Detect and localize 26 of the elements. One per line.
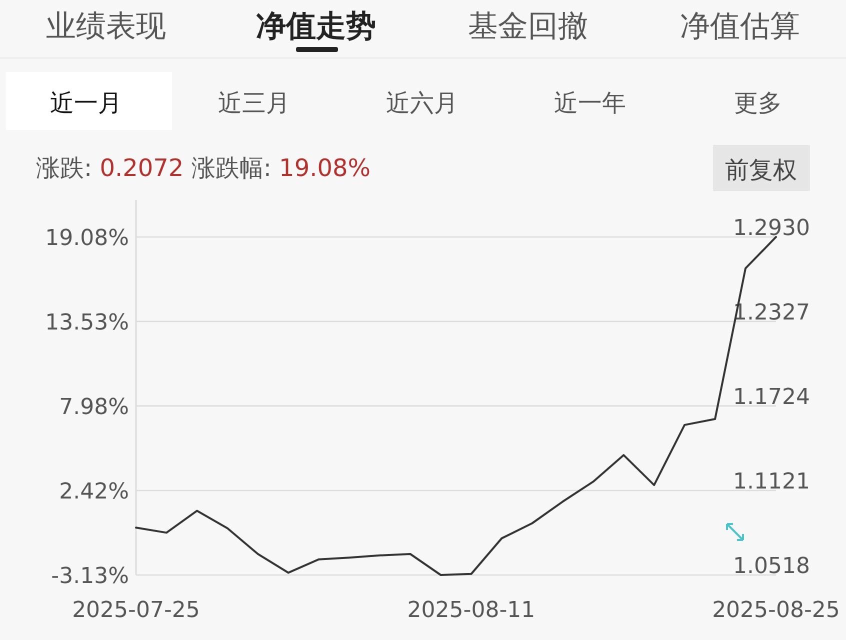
y-tick-label: 19.08% [45, 226, 129, 251]
y2-tick-label: 1.0518 [733, 554, 810, 579]
text: 19.08% [279, 154, 371, 182]
text: 涨跌幅: [184, 154, 280, 182]
text: 近六月 [386, 89, 458, 117]
y-tick-label: 13.53% [45, 310, 129, 336]
text: 更多 [734, 89, 782, 117]
text: 业绩表现 [46, 9, 166, 44]
text: 净值估算 [680, 9, 800, 44]
text: 基金回撤 [468, 9, 588, 44]
y2-tick-label: 1.2930 [733, 216, 810, 241]
text: 前复权 [725, 156, 797, 184]
x-tick-label: 2025-08-25 [712, 598, 840, 623]
x-tick-label: 2025-08-11 [407, 598, 536, 623]
x-tick-label: 2025-07-25 [72, 598, 200, 623]
text: 涨跌: [36, 154, 100, 182]
y2-tick-label: 1.1724 [733, 384, 810, 410]
y2-tick-label: 1.1121 [733, 469, 810, 494]
text: 净值走势 [256, 9, 376, 44]
y-tick-label: 2.42% [59, 480, 129, 505]
y-tick-label: -3.13% [51, 564, 129, 589]
text: 0.2072 [100, 154, 184, 182]
text: 近一月 [50, 89, 122, 117]
y-tick-label: 7.98% [59, 394, 129, 420]
text: 近三月 [218, 89, 290, 117]
text: 近一年 [554, 89, 626, 117]
